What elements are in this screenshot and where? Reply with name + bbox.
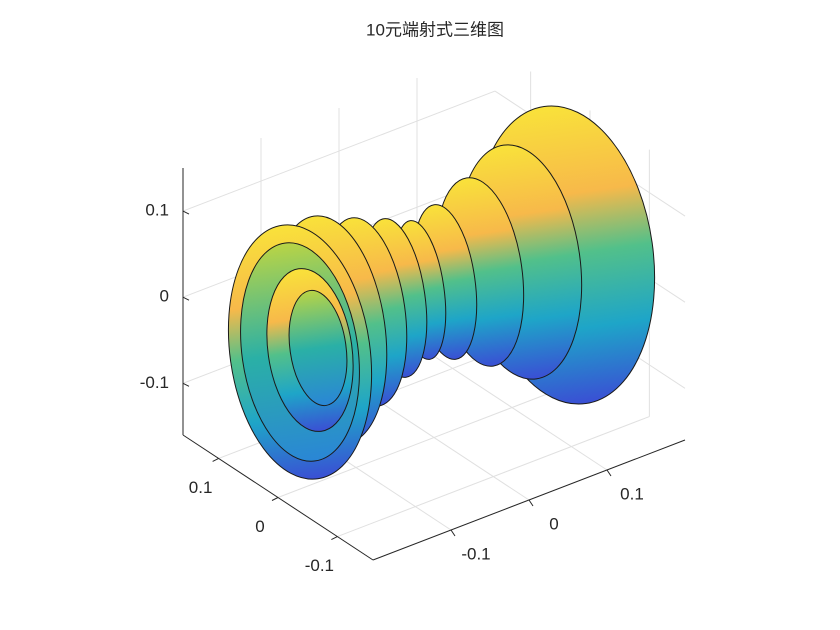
y-tick-label: -0.1 bbox=[305, 556, 334, 575]
z-tick-label: 0 bbox=[160, 287, 169, 306]
tick-mark bbox=[182, 210, 190, 215]
grid-line bbox=[182, 90, 496, 212]
tick-mark bbox=[606, 469, 612, 477]
grid-line bbox=[337, 416, 650, 538]
surface bbox=[227, 105, 656, 480]
x-tick-label: 0 bbox=[549, 514, 558, 533]
y-tick-label: 0.1 bbox=[189, 478, 213, 497]
tick-mark bbox=[182, 382, 190, 387]
x-tick-label: 0.1 bbox=[620, 484, 644, 503]
tick-mark bbox=[450, 529, 456, 537]
grid-line bbox=[277, 377, 591, 498]
z-tick-label: -0.1 bbox=[140, 373, 169, 392]
z-tick-label: 0.1 bbox=[145, 201, 169, 220]
x-tick-label: -0.1 bbox=[461, 544, 490, 563]
tick-mark bbox=[212, 457, 219, 462]
y-tick-label: 0 bbox=[255, 517, 264, 536]
chart-title: 10元端射式三维图 bbox=[366, 20, 504, 39]
tick-mark bbox=[528, 499, 534, 507]
tick-mark bbox=[182, 296, 190, 301]
tick-mark bbox=[331, 536, 338, 541]
tick-mark bbox=[271, 497, 279, 501]
